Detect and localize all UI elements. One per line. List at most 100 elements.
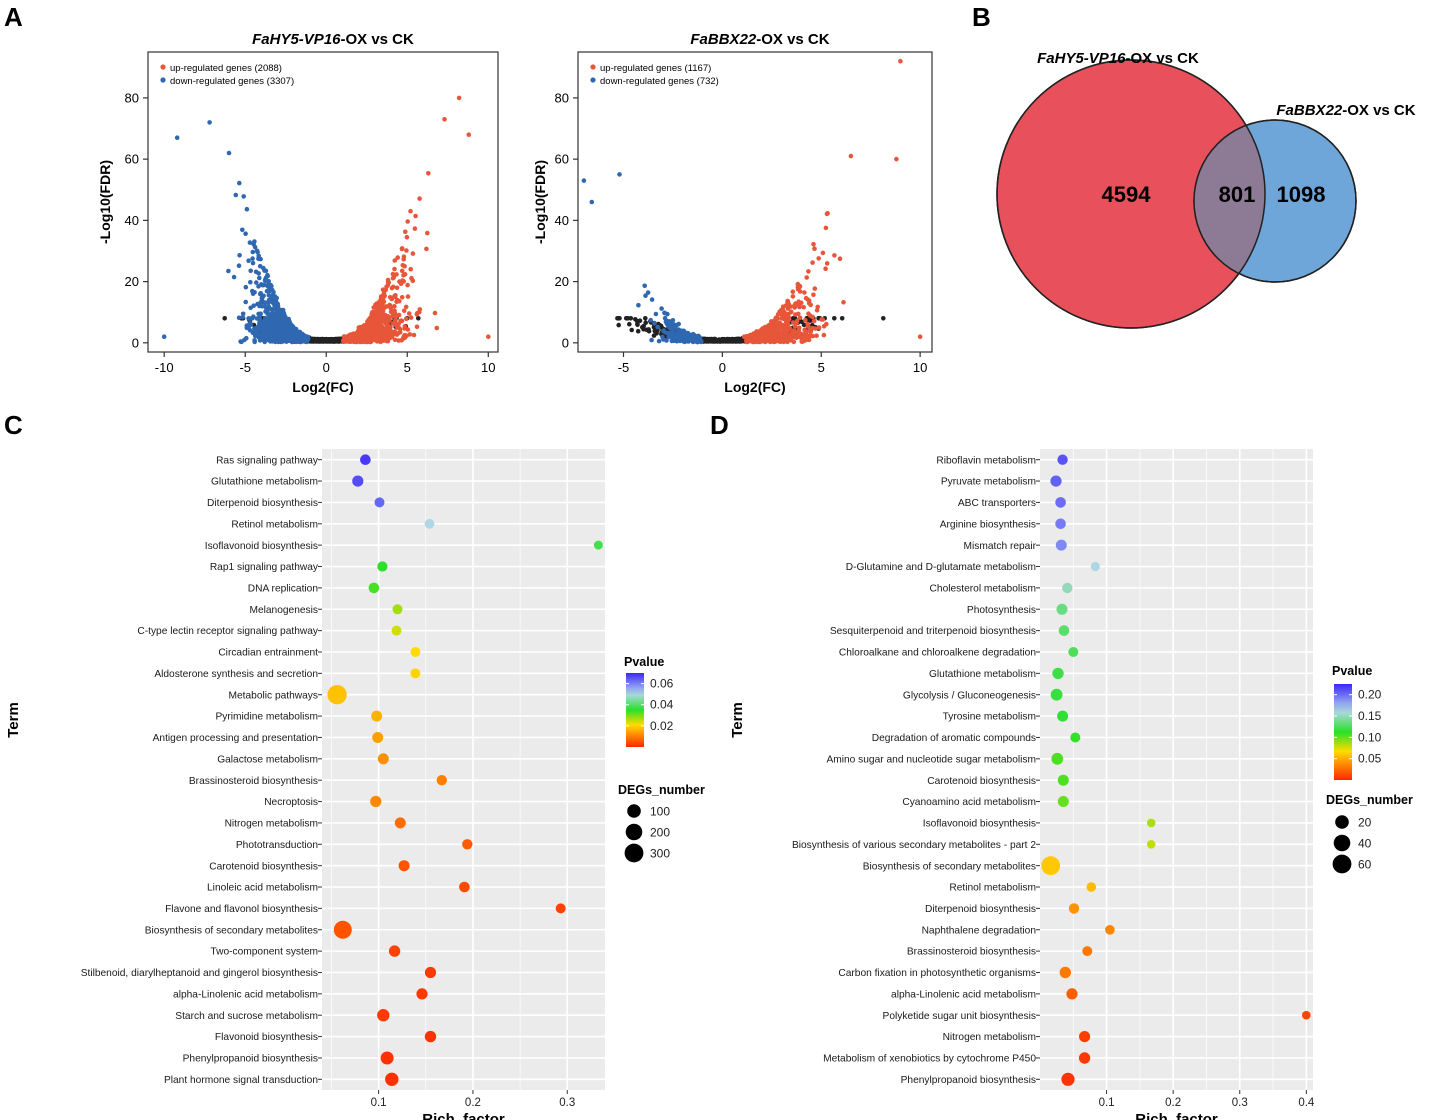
x-tick-label: 0.1 [1099,1097,1115,1109]
size-legend-dot [627,804,641,818]
down-gene-point [259,296,265,301]
down-gene-point [645,290,651,295]
down-gene-point [262,268,267,273]
ns-gene-point [736,338,741,344]
term-label: Tyrosine metabolism [943,712,1036,723]
ns-gene-point [790,316,796,321]
up-gene-point [765,325,770,331]
down-gene-point [277,323,282,329]
size-legend-dot [624,843,644,863]
down-gene-point [256,333,261,338]
up-gene-point [767,332,772,338]
x-tick-label: 0.3 [559,1097,575,1109]
ns-gene-point [623,316,629,321]
panel-label-b: B [972,2,991,32]
down-gene-point [280,317,285,322]
enrichment-bubble [410,647,421,657]
volcano-1-ylabel: -Log10(FDR) [97,160,113,244]
up-gene-point [797,304,802,310]
up-gene-point [812,246,817,251]
ns-gene-point [643,316,648,321]
enrichment-bubble [1051,752,1064,765]
ns-gene-point [416,316,421,321]
up-gene-point [776,331,782,337]
down-gene-point [656,338,662,344]
down-gene-point [161,334,167,340]
down-gene-point [257,291,263,297]
up-gene-point [373,302,378,308]
term-label: Aldosterone synthesis and secretion [154,669,318,680]
up-gene-point [788,332,793,338]
up-gene-point [392,337,398,343]
up-gene-point [802,290,807,295]
down-gene-point [275,309,280,314]
up-gene-point [812,286,818,291]
enrichment-bubble [1057,796,1069,807]
down-gene-point [265,311,271,317]
enrichment-bubble [1068,647,1079,657]
up-gene-point [781,339,787,345]
up-gene-point [832,253,837,258]
up-gene-point [816,325,822,330]
term-label: Two-component system [210,947,318,958]
term-label: Circadian entrainment [218,648,318,659]
term-label: Sesquiterpenoid and triterpenoid biosynt… [830,626,1036,637]
volcano-2-xlabel: Log2(FC) [724,379,785,395]
down-gene-point [660,334,665,340]
colorbar-tick-label: 0.15 [1358,709,1382,723]
up-gene-point [805,324,811,329]
term-label: Degradation of aromatic compounds [872,733,1036,744]
up-gene-point [814,333,819,339]
down-gene-point [262,304,268,309]
venn-right-outline [1193,119,1357,283]
volcano-2-frame [577,51,933,353]
down-gene-point [250,249,256,255]
x-tick-label: -5 [618,360,630,375]
plot-panel [1040,449,1313,1090]
up-gene-point [806,337,812,343]
up-gene-point [341,338,346,343]
up-gene-point [369,316,374,321]
down-gene-point [673,325,678,331]
down-gene-point [241,194,246,199]
ns-gene-point [651,333,657,338]
up-gene-point [412,226,418,231]
down-gene-point [655,324,660,330]
term-label: Naphthalene degradation [922,925,1036,936]
up-gene-point [778,309,784,315]
down-gene-point [665,330,670,336]
up-gene-point [821,332,827,338]
kegg-bubble-chart-d: Riboflavin metabolism Pyruvate metabolism… [729,449,1413,1120]
up-gene-point [803,335,809,340]
y-tick-label: 40 [125,213,139,228]
down-gene-point [279,337,285,343]
up-gene-point [792,329,798,335]
up-gene-point [811,292,816,298]
term-label: Mismatch repair [964,541,1037,552]
up-gene-point [797,285,802,290]
venn-right-label: FaBBX22-OX vs CK [1276,102,1415,119]
up-gene-point [352,339,357,344]
up-gene-point [765,337,770,342]
up-gene-point [799,339,804,344]
down-gene-point [258,328,264,334]
up-gene-point [382,331,388,337]
term-label: Nitrogen metabolism [225,819,318,830]
colorbar-tick-label: 0.06 [650,677,674,691]
down-gene-point [279,333,285,339]
down-gene-point [674,334,680,340]
enrichment-bubble [1058,625,1070,636]
y-tick-label: 20 [125,274,139,289]
up-gene-point [356,325,362,330]
x-tick-label: 0.4 [1298,1097,1315,1109]
down-gene-point [257,320,262,326]
size-legend-dot [1335,815,1349,829]
enrichment-bubble [398,860,410,872]
down-gene-point [256,284,261,289]
up-gene-point [808,329,813,335]
down-gene-point [240,227,245,233]
enrichment-bubble [462,839,473,850]
x-tick-label: 5 [818,360,825,375]
up-gene-point [824,321,829,327]
ns-gene-point [839,316,845,321]
